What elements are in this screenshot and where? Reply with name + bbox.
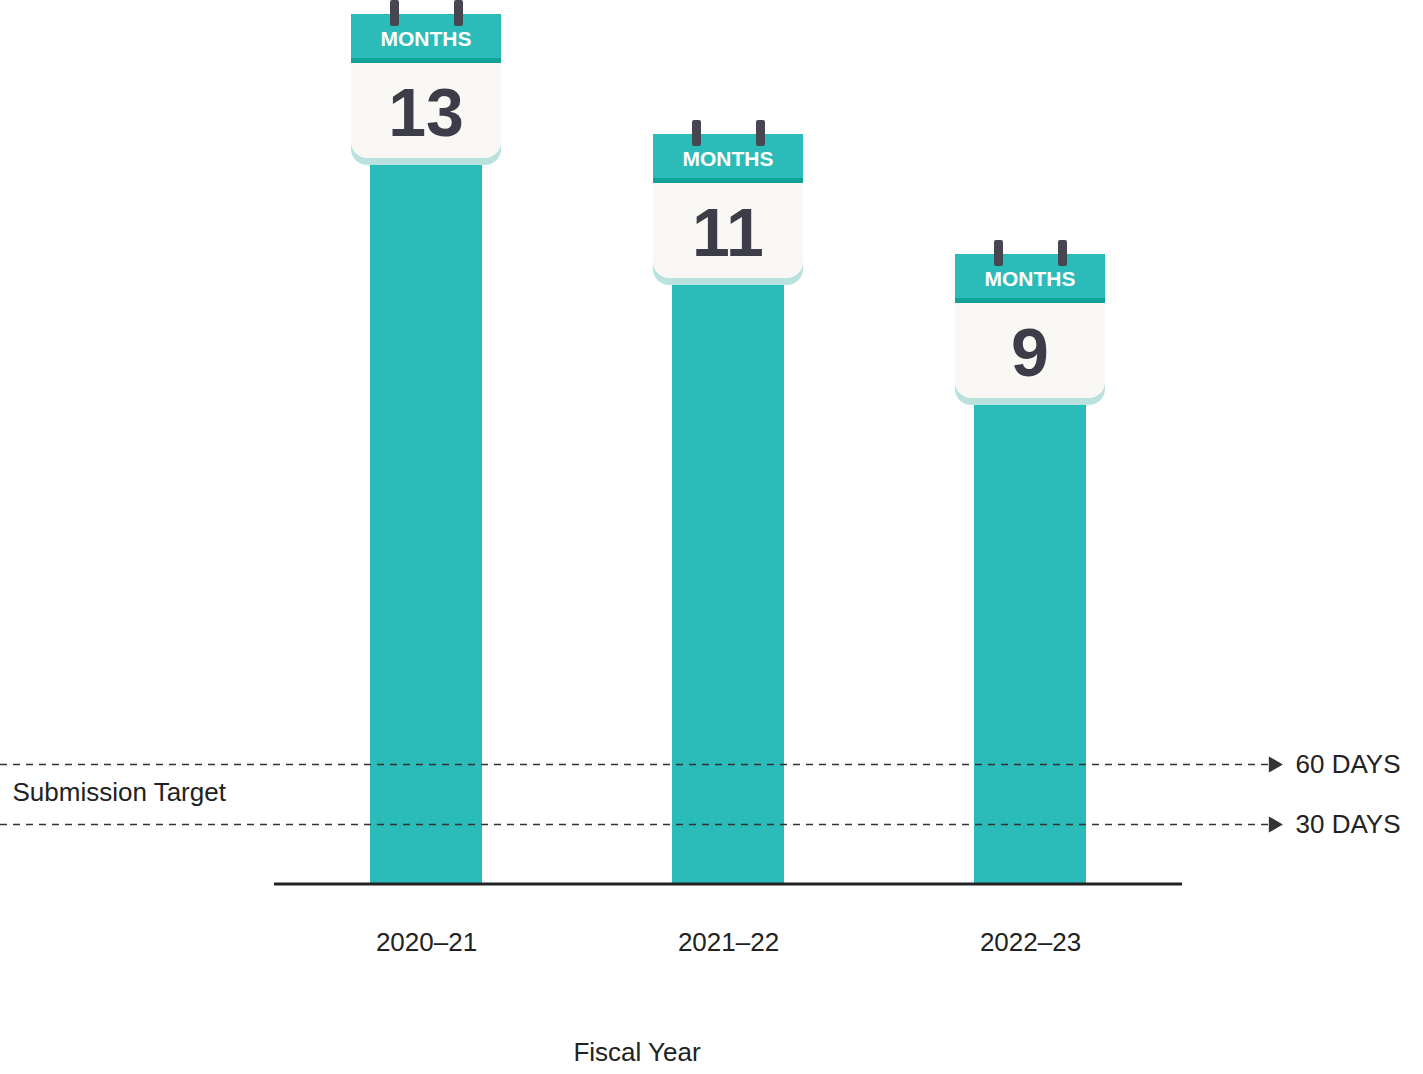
- svg-text:2021–22: 2021–22: [678, 927, 779, 957]
- svg-text:2022–23: 2022–23: [980, 927, 1081, 957]
- svg-text:60 DAYS: 60 DAYS: [1296, 749, 1401, 779]
- svg-text:MONTHS: MONTHS: [381, 27, 472, 50]
- svg-text:MONTHS: MONTHS: [985, 267, 1076, 290]
- svg-text:11: 11: [692, 194, 764, 270]
- svg-text:13: 13: [388, 74, 464, 150]
- svg-text:9: 9: [1011, 314, 1049, 390]
- svg-text:30 DAYS: 30 DAYS: [1296, 809, 1401, 839]
- svg-text:MONTHS: MONTHS: [683, 147, 774, 170]
- svg-text:2020–21: 2020–21: [376, 927, 477, 957]
- svg-text:Fiscal Year: Fiscal Year: [573, 1037, 701, 1067]
- svg-text:Submission Target: Submission Target: [13, 777, 227, 807]
